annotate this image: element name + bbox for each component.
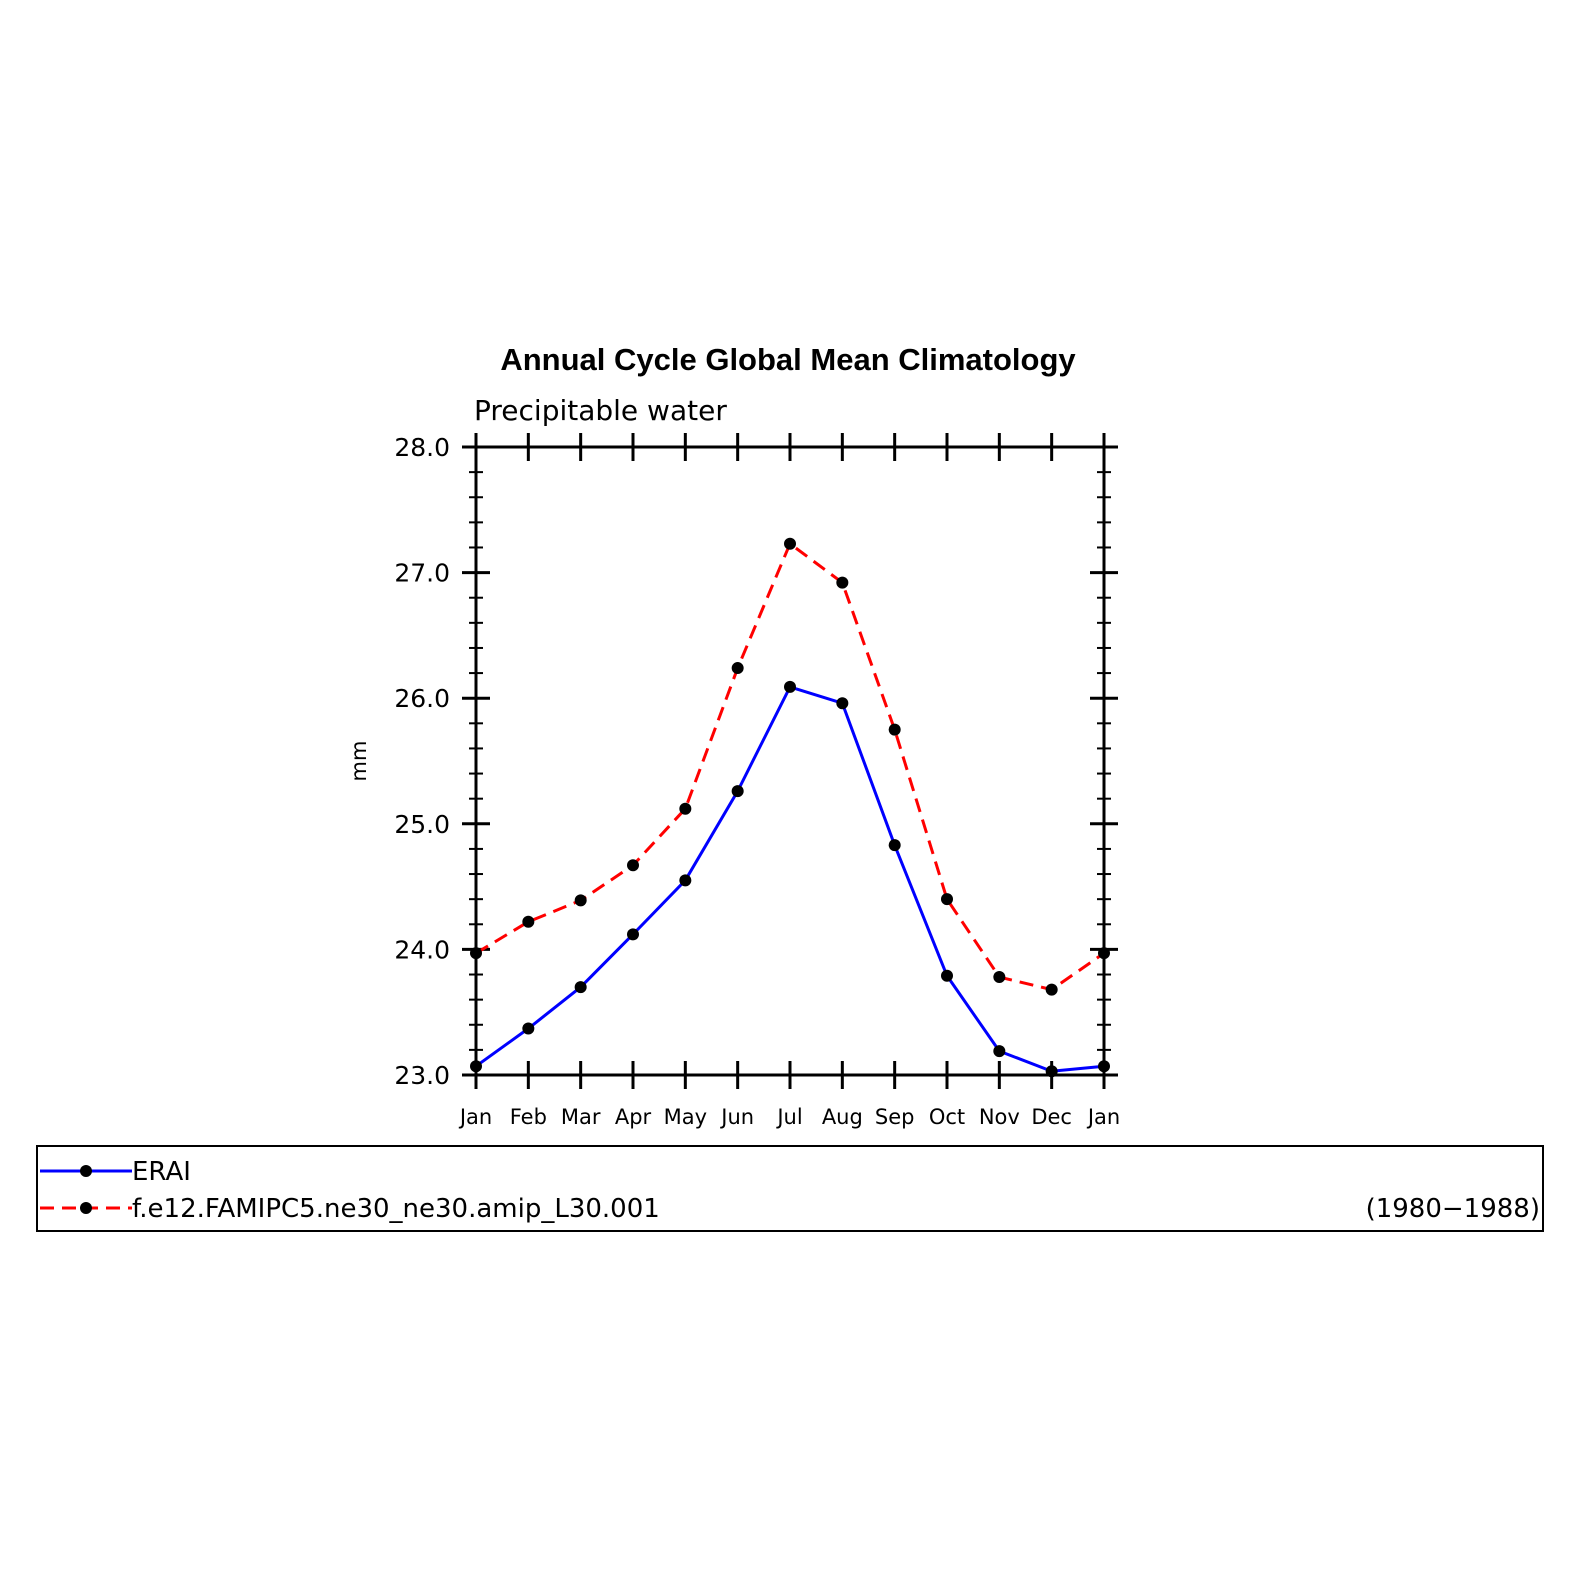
y-tick-label: 27.0 [394, 559, 450, 588]
data-point [627, 928, 639, 941]
series-line-1 [475, 685, 1105, 1073]
x-tick-labels: Jan Feb Mar Apr May Jun Jul Aug Sep Oct Nov Dec Jan [458, 1105, 1120, 1129]
data-point [836, 576, 849, 589]
data-point [679, 802, 692, 815]
x-tick-label: Nov [979, 1105, 1020, 1129]
x-tick-label: Sep [875, 1105, 915, 1129]
x-tick-label: Jun [719, 1105, 754, 1129]
data-point [731, 662, 744, 675]
data-point [627, 859, 639, 872]
x-tick-label: Jan [1086, 1105, 1120, 1129]
legend-marker-sample [80, 1165, 92, 1177]
x-tick-label: Jul [775, 1105, 802, 1129]
data-point [993, 971, 1006, 984]
chart-title: Annual Cycle Global Mean Climatology [500, 342, 1076, 377]
data-point [522, 1022, 535, 1035]
legend-entry-label: ERAI [132, 1157, 191, 1187]
data-point [784, 537, 796, 550]
legend-box [36, 1145, 1544, 1232]
legend: ERAI f.e12.FAMIPC5.ne30_ne30.amip_L30.001… [36, 1145, 1544, 1232]
data-point [1045, 983, 1058, 996]
data-point [574, 981, 587, 994]
plot-area-frame [474, 445, 1106, 1077]
y-tick-label: 24.0 [394, 935, 450, 964]
data-point [993, 1045, 1006, 1058]
data-point [731, 785, 744, 798]
legend-entry-label: f.e12.FAMIPC5.ne30_ne30.amip_L30.001 [132, 1194, 660, 1224]
chart-subtitle: Precipitable water [474, 394, 727, 427]
data-point [941, 893, 953, 906]
series-lines [475, 541, 1105, 1073]
y-tick-label: 26.0 [394, 684, 450, 713]
series-line-2 [475, 541, 1105, 992]
x-tick-label: Dec [1031, 1105, 1072, 1129]
data-point [941, 969, 953, 982]
x-tick-label: Apr [615, 1105, 652, 1129]
legend-marker-sample [80, 1202, 92, 1214]
x-tick-label: Aug [822, 1105, 863, 1129]
x-tick-label: Oct [929, 1105, 965, 1129]
data-point [888, 839, 901, 852]
x-tick-label: Jan [458, 1105, 492, 1129]
data-point [836, 697, 849, 710]
y-tick-labels: 23.0 24.0 25.0 26.0 27.0 28.0 [394, 433, 450, 1090]
data-point [784, 680, 796, 693]
x-tick-label: May [664, 1105, 707, 1129]
y-tick-label: 28.0 [394, 433, 450, 462]
series-markers [470, 537, 1110, 1078]
y-axis-label: mm [347, 741, 371, 782]
y-tick-label: 25.0 [394, 810, 450, 839]
data-point [574, 894, 587, 907]
axis-ticks [462, 433, 1118, 1089]
y-tick-label: 23.0 [394, 1061, 450, 1090]
data-point [679, 874, 692, 887]
x-tick-label: Feb [510, 1105, 547, 1129]
x-tick-label: Mar [561, 1105, 601, 1129]
data-point [522, 915, 535, 928]
data-point [888, 723, 901, 736]
legend-period-note: (1980−1988) [1366, 1194, 1540, 1224]
